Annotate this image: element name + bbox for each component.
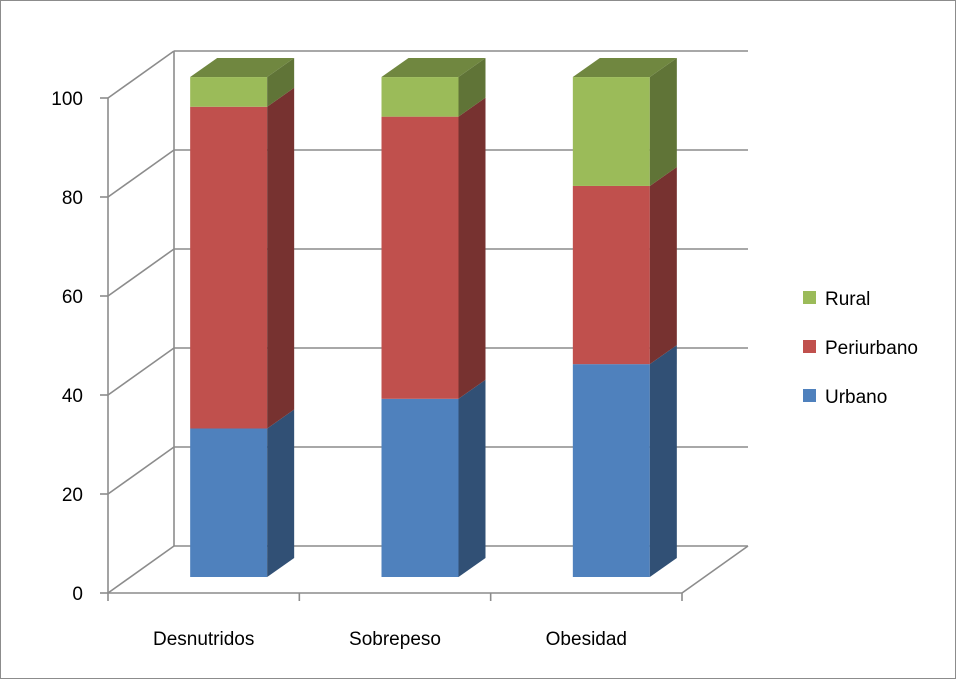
y-tick-label: 20 — [62, 485, 83, 506]
bar-side-rural-obesidad — [649, 58, 677, 186]
floor-right-edge — [681, 545, 749, 594]
gridline-side — [107, 347, 175, 396]
bar-side-periurbano-sobrepeso — [458, 97, 486, 399]
x-tick-label: Obesidad — [546, 629, 627, 650]
legend-swatch-rural — [803, 291, 816, 304]
bar-side-urbano-desnutridos — [267, 409, 295, 577]
gridline-side — [107, 545, 175, 594]
bar-rural-desnutridos — [190, 77, 268, 107]
legend-swatch-urbano — [803, 389, 816, 402]
y-tick-label: 100 — [51, 89, 83, 110]
bar-top-obesidad — [572, 58, 677, 78]
bar-side-rural-sobrepeso — [458, 58, 486, 117]
y-tick-label: 40 — [62, 386, 83, 407]
legend-label-periurbano: Periurbano — [825, 338, 918, 359]
bar-urbano-sobrepeso — [381, 398, 459, 577]
y-tick-label: 60 — [62, 287, 83, 308]
bar-side-periurbano-obesidad — [649, 166, 677, 365]
gridline-side — [107, 248, 175, 297]
bar-side-urbano-sobrepeso — [458, 379, 486, 577]
x-tick-label: Desnutridos — [153, 629, 254, 650]
bar-rural-sobrepeso — [381, 77, 459, 117]
y-tick-label: 80 — [62, 188, 83, 209]
gridline-side — [107, 446, 175, 495]
x-tick-label: Sobrepeso — [349, 629, 441, 650]
bar-top-desnutridos — [190, 58, 295, 78]
legend-swatch-periurbano — [803, 340, 816, 353]
y-tick-label: 0 — [72, 584, 83, 605]
bar-urbano-desnutridos — [190, 428, 268, 577]
legend-label-rural: Rural — [825, 289, 870, 310]
bar-side-urbano-obesidad — [649, 345, 677, 577]
bar-side-rural-desnutridos — [267, 58, 295, 107]
gridline-side — [107, 149, 175, 198]
bar-periurbano-sobrepeso — [381, 116, 459, 399]
legend-label-urbano: Urbano — [825, 387, 887, 408]
bar-top-sobrepeso — [381, 58, 486, 78]
bar-side-periurbano-desnutridos — [267, 87, 295, 429]
bar-periurbano-obesidad — [572, 185, 650, 365]
bar-urbano-obesidad — [572, 364, 650, 577]
gridline-side — [107, 50, 175, 99]
bar-rural-obesidad — [572, 77, 650, 186]
bar-periurbano-desnutridos — [190, 106, 268, 429]
